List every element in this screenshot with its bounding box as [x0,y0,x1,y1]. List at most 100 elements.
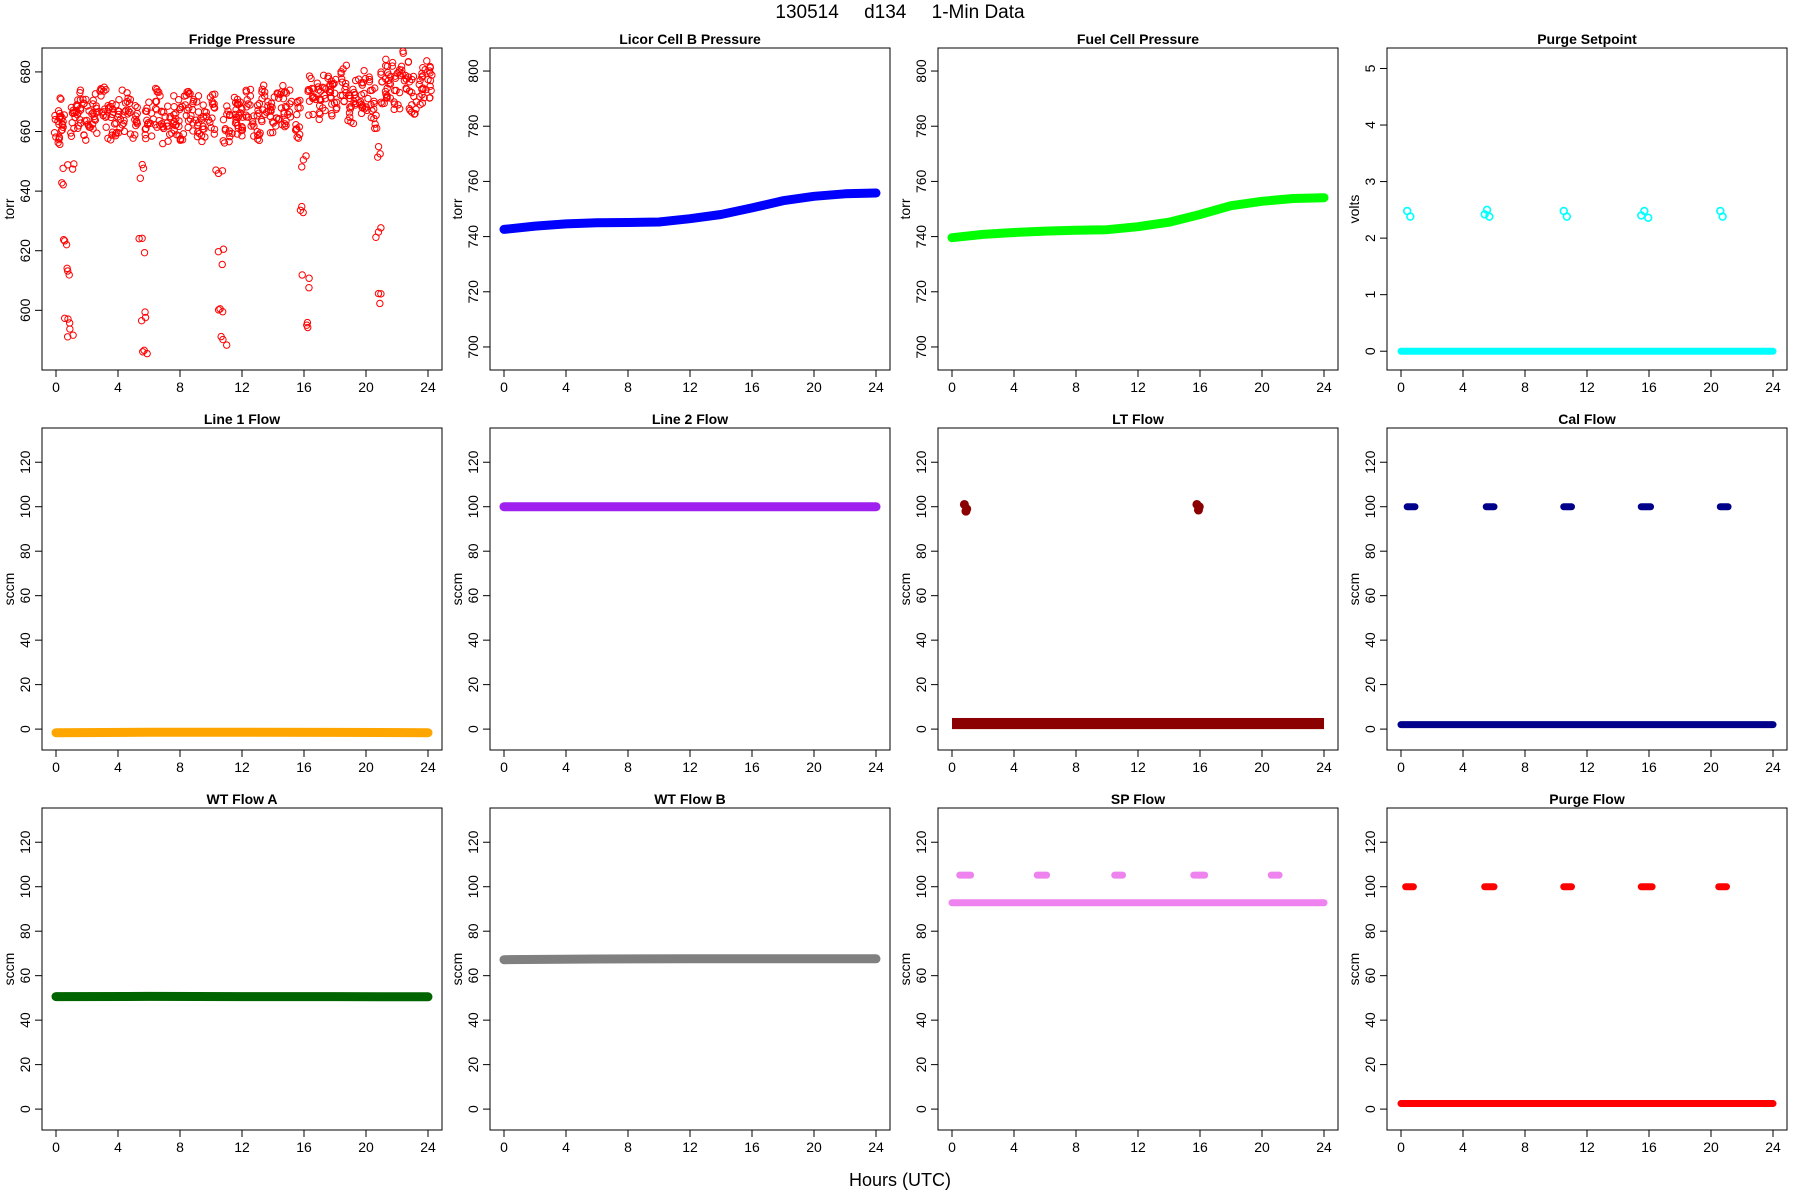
panel-title: Purge Setpoint [1537,31,1637,47]
data-point [174,96,183,104]
data-point [93,129,101,137]
x-tick-label: 16 [296,379,312,395]
panel-sp-flow: SP Flow sccm 0 4 8 12 16 20 24 0 20 40 60 80 100 120 [897,791,1339,1155]
data-layer [499,954,881,965]
data-point [405,78,414,86]
x-tick-label: 16 [744,379,760,395]
y-tick-label: 120 [465,830,481,854]
data-point [316,95,324,103]
y-tick-label: 80 [1362,543,1378,559]
x-tick-label: 8 [1072,379,1080,395]
data-point [51,111,59,120]
x-tick-label: 12 [1130,759,1146,775]
data-point [347,118,355,126]
data-point [305,111,313,119]
x-tick-label: 4 [114,759,122,775]
data-point [140,248,149,257]
x-tick-label: 16 [744,1139,760,1155]
data-point [426,94,434,102]
x-tick-label: 12 [682,759,698,775]
data-point [293,110,301,119]
x-tick-label: 0 [52,379,60,395]
data-point [112,101,120,109]
data-point [423,57,431,65]
plot-frame [41,47,443,371]
x-tick-label: 12 [1130,1139,1146,1155]
data-point [72,102,80,110]
x-tick-label: 12 [1130,379,1146,395]
y-tick-label: 60 [913,968,929,984]
data-point [56,94,64,102]
y-tick-label: 720 [913,280,929,304]
data-point [185,89,193,98]
panel-title: Fridge Pressure [189,31,296,47]
data-point [59,236,68,244]
data-point [412,105,420,113]
data-point [181,101,189,109]
y-tick-label: 120 [1362,830,1378,854]
data-point [230,93,239,102]
data-point [80,131,88,140]
data-point [195,129,204,138]
y-tick-label: 100 [17,875,33,899]
y-tick-label: 120 [1362,450,1378,474]
data-point [152,97,161,106]
y-tick-label: 660 [17,120,33,144]
panel-title: SP Flow [1111,791,1165,807]
data-point [194,92,203,100]
data-point [169,119,177,128]
data-point [266,103,275,111]
x-tick-label: 16 [744,759,760,775]
data-point [253,101,262,110]
data-point [1406,212,1415,221]
x-tick-label: 20 [1254,379,1270,395]
data-point [269,128,277,137]
data-point [396,105,404,113]
data-point [1193,505,1203,515]
data-point [55,133,64,141]
data-point [316,110,324,118]
data-point [309,110,317,119]
y-tick-label: 20 [913,1057,929,1073]
data-point [124,107,133,115]
data-point [65,271,73,279]
data-point [197,131,206,140]
x-tick-label: 0 [1397,379,1405,395]
data-point [342,61,351,70]
x-tick-label: 12 [234,1139,250,1155]
data-point [416,76,424,85]
y-tick-label: 20 [17,677,33,693]
data-point [397,62,406,71]
series-line [947,193,1329,243]
data-point [961,506,971,516]
data-point [321,106,329,115]
data-point [97,92,105,100]
panel-title: WT Flow B [654,791,726,807]
data-point [327,77,336,85]
y-tick-label: 40 [913,1012,929,1028]
x-tick-label: 8 [176,379,184,395]
data-point [422,85,430,94]
data-point [208,90,217,99]
data-point [374,142,383,151]
data-point [400,76,409,85]
data-point [295,130,304,139]
data-point [304,87,312,96]
data-point [371,120,379,128]
data-point [298,271,306,279]
y-tick-label: 0 [1362,725,1378,733]
panel-title: Cal Flow [1558,411,1616,427]
y-tick-label: 120 [465,450,481,474]
data-point [275,115,283,123]
data-point [170,92,178,100]
data-point [207,123,215,132]
data-point [319,71,328,80]
data-point [137,317,146,325]
data-point [1644,213,1653,222]
data-point [327,109,336,118]
data-point [65,319,74,327]
x-tick-label: 8 [624,1139,632,1155]
data-point [126,95,135,104]
data-point [223,102,231,110]
data-point [144,118,153,127]
